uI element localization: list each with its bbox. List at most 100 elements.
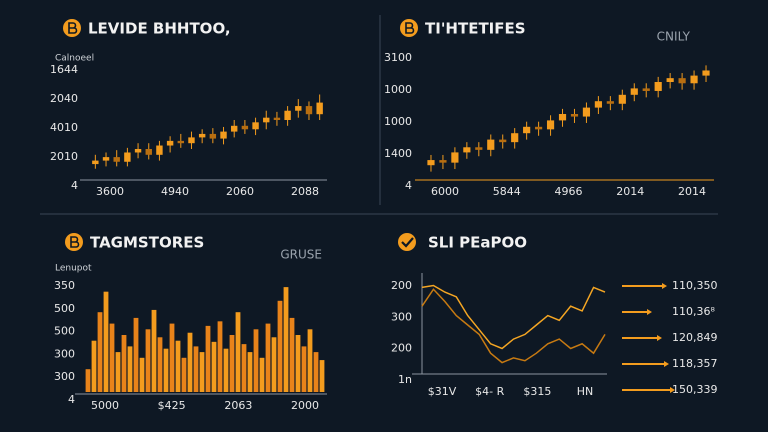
bar	[319, 360, 325, 392]
subtitle: CNILY	[657, 30, 691, 44]
y-axis-label: 200	[391, 279, 412, 292]
candle-body	[231, 125, 238, 132]
x-axis-label: 5844	[493, 185, 521, 198]
bar	[151, 309, 157, 392]
line	[421, 284, 606, 350]
x-axis-label: $315	[523, 385, 551, 398]
bar	[307, 329, 313, 392]
candle-body	[666, 78, 674, 82]
x-axis-label: $425	[158, 399, 186, 412]
bar	[139, 357, 145, 392]
arrow-head	[662, 283, 667, 289]
chart-title: TI'HTETIFES	[425, 20, 526, 38]
bar	[277, 300, 283, 392]
bar	[301, 346, 307, 392]
candle-body	[451, 152, 459, 163]
y-axis-label: 4	[71, 179, 78, 192]
side-value: 120,849	[672, 331, 718, 344]
bar	[217, 321, 223, 392]
candle-body	[487, 139, 495, 150]
candle-body	[92, 160, 99, 165]
bar	[241, 344, 247, 392]
icon	[65, 233, 83, 251]
x-axis-label: $4- R	[475, 385, 504, 398]
x-axis-label: 4966	[555, 185, 583, 198]
x-axis-label: 2000	[291, 399, 319, 412]
candle-body	[558, 114, 567, 121]
arrow-head	[664, 361, 669, 367]
y-axis-label: 350	[54, 279, 75, 292]
candle-body	[220, 131, 227, 139]
candle-body	[188, 137, 195, 144]
bar	[265, 323, 271, 392]
bar	[253, 329, 259, 392]
candle-body	[166, 140, 174, 146]
candle-body	[316, 102, 323, 115]
bar	[193, 346, 199, 392]
bar	[205, 325, 211, 392]
icon	[400, 19, 418, 37]
bar	[145, 329, 151, 392]
y-axis-label: 4	[68, 393, 75, 406]
candle-body	[145, 149, 152, 155]
bar	[163, 348, 169, 392]
bar	[259, 357, 265, 392]
y-axis-label: 4	[405, 179, 412, 192]
candle-body	[475, 147, 483, 150]
candle-body	[124, 152, 131, 162]
bar	[271, 337, 277, 392]
candle-body	[582, 107, 591, 117]
icon	[63, 19, 81, 37]
axis-title: Lenupot	[55, 264, 92, 274]
candle-body	[511, 133, 519, 143]
candle-body	[241, 125, 249, 130]
bar	[283, 287, 289, 392]
y-axis-label: 2040	[50, 92, 78, 105]
candle-body	[439, 160, 447, 163]
y-axis-label: 1000	[384, 115, 412, 128]
x-axis-label: 2088	[291, 185, 319, 198]
candle-body	[594, 101, 602, 108]
y-axis-label: 1400	[384, 147, 412, 160]
candle-body	[499, 139, 507, 143]
candle-body	[618, 94, 626, 104]
y-axis-label: 300	[391, 310, 412, 323]
candle-body	[690, 75, 698, 84]
subtitle: Calnoeel	[55, 54, 94, 64]
candle-body	[177, 140, 184, 144]
bar	[223, 348, 229, 392]
candle-body	[198, 133, 206, 138]
candle-body	[535, 126, 543, 130]
bar	[199, 352, 205, 392]
y-axis-label: 1000	[384, 83, 412, 96]
y-axis-label: 4010	[50, 121, 78, 134]
candle-body	[546, 120, 555, 130]
candle-body	[263, 117, 270, 123]
x-axis-label: $31V	[428, 385, 457, 398]
candle-body	[427, 160, 435, 166]
chart-title: LEVIDE BHHTOO,	[88, 20, 231, 38]
candle-body	[702, 70, 710, 76]
x-axis-label: 2014	[616, 185, 644, 198]
bar	[175, 340, 181, 392]
side-value: 150,339	[672, 383, 718, 396]
bar	[133, 317, 139, 392]
chart-title: SLI PEaPOO	[428, 234, 527, 252]
bar	[103, 291, 109, 392]
bar	[115, 352, 121, 392]
candle-body	[630, 88, 638, 95]
bar	[313, 352, 319, 392]
y-axis-label: 500	[54, 302, 75, 315]
candle-body	[273, 117, 281, 120]
x-axis-label: 4940	[161, 185, 189, 198]
candle-body	[113, 157, 120, 162]
candle-body	[102, 157, 110, 161]
candle-body	[134, 149, 142, 153]
candle-body	[252, 122, 259, 130]
x-axis-label: 2063	[224, 399, 252, 412]
candle-body	[654, 82, 662, 91]
x-axis-label: 6000	[431, 185, 459, 198]
side-value: 110,36⁸	[672, 305, 715, 318]
line	[421, 288, 606, 364]
bar	[235, 312, 241, 392]
